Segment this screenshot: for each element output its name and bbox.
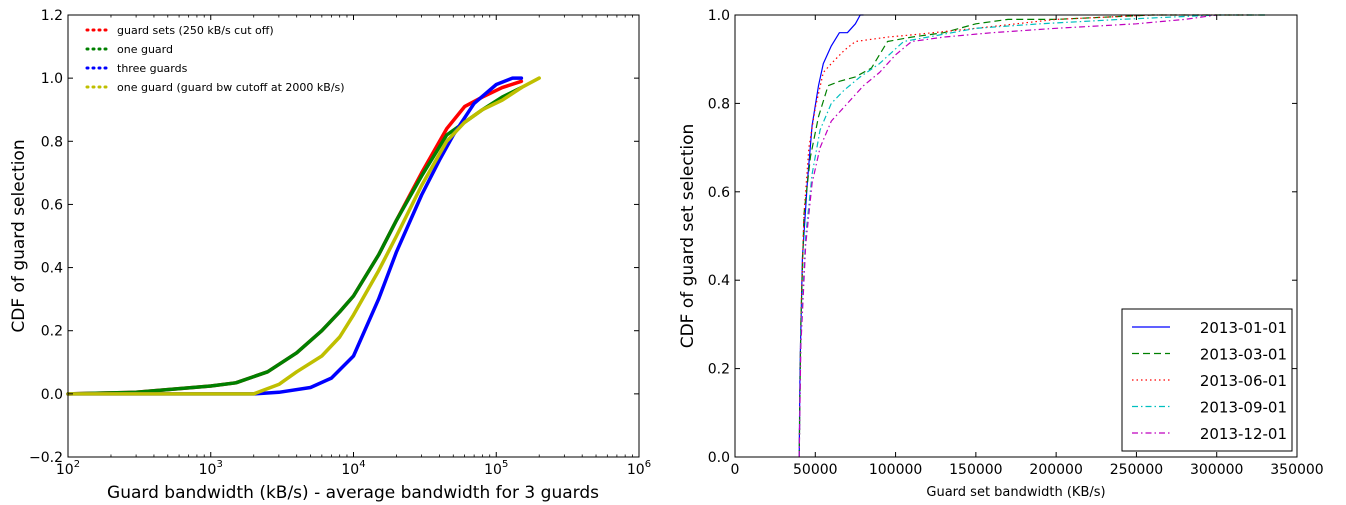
left-x-tick-base: 10 <box>341 462 359 478</box>
left-x-tick-label: 106 <box>627 459 651 478</box>
right-legend-label-4: 2013-12-01 <box>1200 425 1287 443</box>
left-x-tick-base: 10 <box>627 462 645 478</box>
right-x-tick-label: 50000 <box>793 462 838 478</box>
left-legend-label-1: one guard <box>117 43 173 56</box>
right-y-tick-label: 0.0 <box>708 450 730 466</box>
left-chart: 102 103 104 105 106−0.20.00.20.40.60.81.01.2… <box>9 8 651 503</box>
right-x-tick-label: 200000 <box>1029 462 1082 478</box>
left-y-tick-label: 0.2 <box>41 324 63 340</box>
left-ticks: 102 103 104 105 106−0.20.00.20.40.60.81.01.2 <box>29 8 651 478</box>
right-ticks: 0 50000 100000 150000 200000 250000 300000 3500… <box>708 8 1324 478</box>
right-y-tick-label: 0.8 <box>708 96 730 112</box>
right-series-line-1 <box>798 14 1265 458</box>
left-x-tick-exp: 4 <box>359 459 365 470</box>
right-series-layer <box>798 14 1265 458</box>
left-x-tick-base: 10 <box>199 462 217 478</box>
right-y-tick-label: 0.2 <box>708 362 730 378</box>
left-y-tick-label: 0.4 <box>41 261 63 277</box>
left-legend-label-2: three guards <box>117 62 188 75</box>
left-x-axis-title: Guard bandwidth (kB/s) - average bandwid… <box>107 483 599 503</box>
right-x-tick-label: 100000 <box>869 462 922 478</box>
right-legend-label-0: 2013-01-01 <box>1200 319 1287 337</box>
left-x-tick-label: 105 <box>484 459 508 478</box>
left-y-tick-label: −0.2 <box>29 450 63 466</box>
right-legend-label-2: 2013-06-01 <box>1200 372 1287 390</box>
left-x-tick-exp: 2 <box>74 459 80 470</box>
right-x-axis-title: Guard set bandwidth (KB/s) <box>926 485 1105 500</box>
right-series-line-3 <box>798 14 1265 458</box>
left-y-tick-label: 0.0 <box>41 387 63 403</box>
left-legend-label-0: guard sets (250 kB/s cut off) <box>117 24 274 37</box>
left-series-line-2 <box>66 76 524 396</box>
right-y-tick-label: 0.6 <box>708 185 730 201</box>
left-x-tick-base: 10 <box>484 462 502 478</box>
left-x-tick-base: 10 <box>56 462 74 478</box>
right-x-tick-label: 300000 <box>1190 462 1243 478</box>
right-y-axis-title: CDF of guard set selection <box>678 124 698 349</box>
left-y-tick-label: 1.0 <box>41 71 63 87</box>
left-x-tick-exp: 5 <box>502 459 508 470</box>
left-legend-label-3: one guard (guard bw cutoff at 2000 kB/s) <box>117 81 345 94</box>
right-y-tick-label: 0.4 <box>708 273 730 289</box>
left-y-tick-label: 0.6 <box>41 197 63 213</box>
right-legend-label-1: 2013-03-01 <box>1200 346 1287 364</box>
right-x-tick-label: 0 <box>731 462 740 478</box>
left-series-line-3 <box>66 76 541 396</box>
right-series-line-0 <box>798 14 864 458</box>
left-x-tick-label: 104 <box>341 459 365 478</box>
right-x-tick-label: 150000 <box>949 462 1002 478</box>
right-series-line-4 <box>798 14 1217 458</box>
left-x-tick-label: 103 <box>199 459 223 478</box>
left-x-tick-exp: 6 <box>645 459 651 470</box>
right-series-line-2 <box>798 14 1249 458</box>
right-plot-frame <box>734 14 1298 458</box>
right-x-tick-label: 350000 <box>1270 462 1323 478</box>
left-y-axis-title: CDF of guard selection <box>9 139 29 332</box>
right-legend: 2013-01-01 2013-03-01 2013-06-01 2013-09-01… <box>1121 308 1293 452</box>
right-y-tick-label: 1.0 <box>708 8 730 24</box>
right-x-tick-label: 250000 <box>1110 462 1163 478</box>
right-legend-label-3: 2013-09-01 <box>1200 399 1287 417</box>
left-x-tick-exp: 3 <box>216 459 222 470</box>
left-series-layer <box>66 76 541 396</box>
right-chart: 0 50000 100000 150000 200000 250000 300000 3500… <box>678 8 1324 500</box>
left-y-tick-label: 0.8 <box>41 134 63 150</box>
left-x-tick-label: 102 <box>56 459 80 478</box>
left-y-tick-label: 1.2 <box>41 8 63 24</box>
left-legend: guard sets (250 kB/s cut off) one guard th… <box>85 24 345 94</box>
